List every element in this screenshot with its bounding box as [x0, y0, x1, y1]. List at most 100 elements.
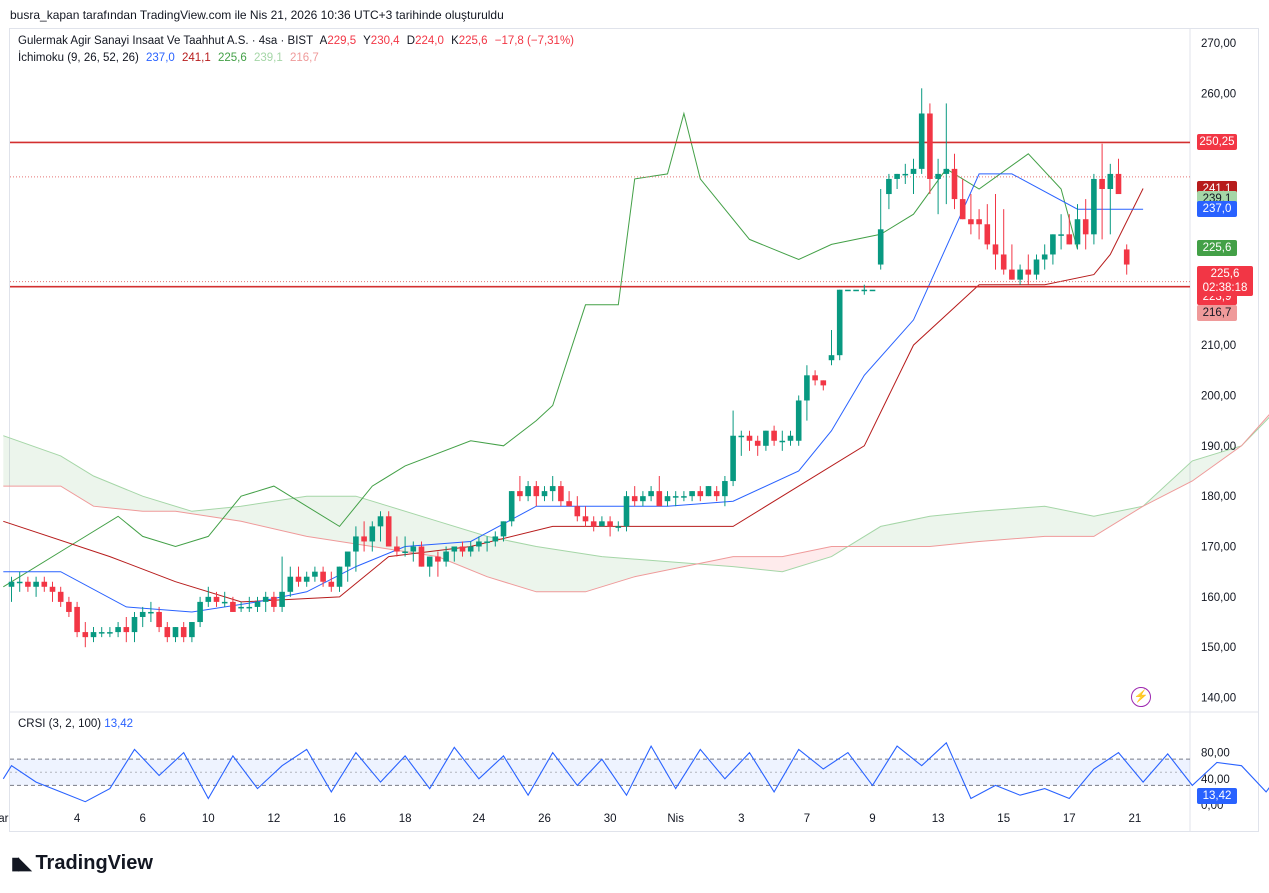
- cloud-segment: [1118, 509, 1127, 522]
- candle-body: [828, 355, 835, 361]
- candle-body: [566, 501, 572, 507]
- candle-body: [221, 601, 228, 604]
- cloud-segment: [856, 536, 865, 547]
- cloud-segment: [774, 556, 783, 572]
- x-tick-label: 21: [1129, 813, 1142, 825]
- cloud-segment: [921, 516, 930, 547]
- candle-body: [164, 627, 171, 638]
- candle-body: [402, 551, 408, 554]
- crsi-tick-label: 80,00: [1201, 748, 1230, 760]
- candle-body: [230, 601, 236, 612]
- cloud-segment: [1077, 512, 1086, 537]
- tenkan-value: 237,0: [146, 52, 175, 64]
- y-tick-label: 160,00: [1201, 592, 1236, 604]
- candle-body: [1000, 254, 1007, 270]
- candle-body: [984, 224, 991, 245]
- x-tick-label: 18: [399, 813, 412, 825]
- close-value: 225,6: [458, 35, 488, 47]
- crsi-value: 13,42: [104, 718, 134, 730]
- candle-body: [607, 521, 613, 527]
- cloud-segment: [1020, 507, 1029, 539]
- candle-body: [812, 375, 818, 381]
- cloud-segment: [519, 543, 529, 590]
- cloud-segment: [987, 509, 996, 541]
- candle-body: [377, 516, 384, 527]
- open-value: 229,5: [327, 35, 357, 47]
- cloud-segment: [1069, 511, 1078, 537]
- cloud-segment: [667, 561, 676, 570]
- symbol-label: Gulermak Agir Sanayi Insaat Ve Taahhut A…: [18, 35, 314, 47]
- cloud-segment: [429, 518, 438, 557]
- x-tick-label: 3: [738, 813, 744, 825]
- cloud-segment: [897, 521, 906, 547]
- cloud-segment: [1085, 514, 1094, 537]
- candle-body: [681, 496, 687, 498]
- cloud-segment: [1061, 509, 1070, 537]
- candle-body: [574, 506, 581, 517]
- cloud-segment: [208, 508, 217, 518]
- price-axis-label: 250,25: [1197, 134, 1237, 151]
- candle-body: [1115, 173, 1122, 195]
- cloud-segment: [282, 498, 291, 533]
- candle-body: [41, 581, 48, 587]
- close-key: K: [451, 35, 459, 47]
- cloud-segment: [1126, 507, 1135, 517]
- cloud-segment: [249, 503, 258, 526]
- candle-body: [517, 491, 523, 497]
- candle-body: [25, 581, 31, 587]
- open-key: A: [319, 35, 328, 47]
- x-tick-label: 10: [202, 813, 215, 825]
- candle-body: [910, 168, 917, 174]
- cloud-segment: [757, 556, 766, 570]
- cloud-segment: [716, 558, 725, 567]
- candle-body: [139, 611, 146, 617]
- candle-body: [107, 632, 113, 634]
- candle-body: [410, 546, 417, 552]
- candle-body: [303, 576, 310, 582]
- y-tick-label: 200,00: [1201, 390, 1236, 402]
- cloud-segment: [946, 513, 955, 545]
- candle-body: [353, 536, 359, 552]
- cloud-segment: [216, 507, 225, 519]
- cloud-segment: [93, 476, 102, 508]
- current-price-label: 225,6 02:38:18: [1197, 265, 1253, 296]
- cloud-segment: [265, 501, 274, 529]
- cloud-segment: [724, 556, 734, 567]
- cloud-segment: [396, 508, 406, 552]
- cloud-segment: [888, 523, 898, 547]
- kijun-line: [3, 188, 1144, 603]
- candle-body: [16, 581, 23, 584]
- change-value: −17,8 (−7,31%): [494, 35, 575, 47]
- candle-body: [500, 521, 507, 537]
- cloud-segment: [815, 548, 824, 562]
- cloud-segment: [52, 452, 61, 487]
- flash-icon[interactable]: ⚡: [1131, 687, 1151, 707]
- x-tick-label: 24: [473, 813, 486, 825]
- cloud-segment: [1192, 458, 1201, 482]
- cloud-segment: [651, 560, 660, 574]
- tradingview-logo: ▮◣ TradingView: [11, 852, 153, 874]
- x-tick-label: 12: [268, 813, 281, 825]
- attribution-text: busra_kapan tarafından TradingView.com i…: [10, 8, 504, 22]
- candle-body: [746, 435, 753, 441]
- candle-body: [754, 440, 761, 446]
- cloud-segment: [405, 511, 414, 553]
- cloud-segment: [511, 541, 520, 587]
- candle-body: [74, 606, 80, 633]
- cloud-segment: [200, 509, 209, 517]
- cloud-segment: [36, 447, 45, 487]
- candle-body: [853, 289, 859, 292]
- candle-body: [90, 632, 97, 638]
- candle-body: [1123, 249, 1130, 265]
- candle-body: [369, 526, 376, 542]
- cloud-segment: [626, 558, 635, 580]
- candle-body: [271, 596, 277, 607]
- x-tick-label: 9: [869, 813, 875, 825]
- candle-body: [886, 178, 892, 195]
- cloud-segment: [929, 515, 939, 547]
- candle-body: [771, 430, 777, 441]
- cloud-segment: [478, 533, 488, 577]
- candle-body: [623, 496, 630, 527]
- candle-body: [1033, 259, 1040, 275]
